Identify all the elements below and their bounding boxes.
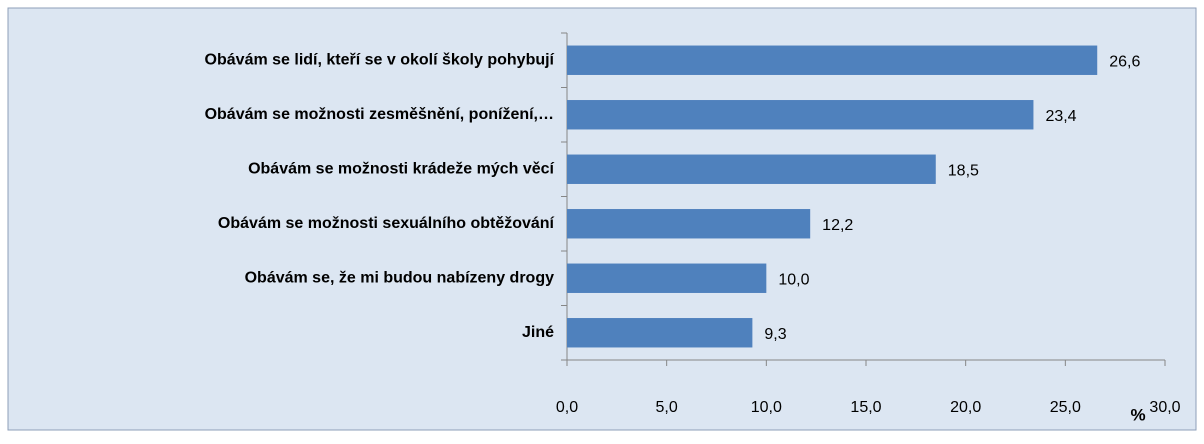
y-tick-label: Jiné (522, 324, 554, 341)
y-tick-label: Obávám se možnosti zesměšnění, ponížení,… (205, 106, 554, 123)
value-label: 9,3 (764, 326, 786, 343)
x-tick-label: 15,0 (850, 399, 881, 416)
x-tick-label: 30,0 (1149, 399, 1180, 416)
y-tick-label: Obávám se možnosti sexuálního obtěžování (218, 215, 555, 232)
bar (567, 263, 767, 293)
value-label: 26,6 (1109, 53, 1140, 70)
bar (567, 45, 1098, 75)
bar (567, 209, 811, 239)
x-tick-label: 5,0 (656, 399, 678, 416)
bar (567, 154, 936, 184)
value-label: 12,2 (822, 217, 853, 234)
value-label: 18,5 (948, 162, 979, 179)
x-tick-label: 20,0 (950, 399, 981, 416)
value-label: 10,0 (778, 271, 809, 288)
y-tick-label: Obávám se lidí, kteří se v okolí školy p… (205, 51, 555, 68)
x-tick-label: 25,0 (1050, 399, 1081, 416)
value-label: 23,4 (1045, 108, 1076, 125)
y-tick-label: Obávám se, že mi budou nabízeny drogy (245, 269, 555, 286)
x-axis-label: % (1130, 405, 1145, 424)
y-tick-label: Obávám se možnosti krádeže mých věcí (248, 160, 554, 177)
x-tick-label: 10,0 (751, 399, 782, 416)
x-tick-label: 0,0 (556, 399, 578, 416)
bar (567, 100, 1034, 130)
bar (567, 318, 753, 348)
